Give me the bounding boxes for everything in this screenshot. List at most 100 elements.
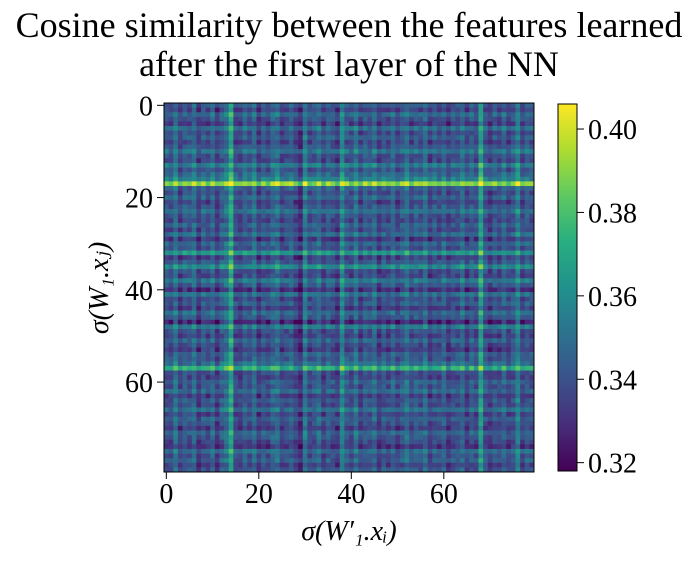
heatmap-cell [487,259,493,265]
heatmap-cell [386,232,391,238]
heatmap-cell [261,204,267,210]
heatmap-cell [395,342,401,348]
heatmap-cell [247,296,253,302]
heatmap-cell [427,222,433,228]
heatmap-cell [386,218,391,224]
heatmap-cell [224,227,230,233]
heatmap-cell [312,107,317,113]
heatmap-cell [168,352,174,358]
heatmap-cell [256,375,262,381]
heatmap-cell [395,144,401,150]
heatmap-cell [279,301,285,307]
heatmap-cell [497,278,502,284]
heatmap-cell [362,292,368,298]
heatmap-cell [506,218,512,224]
heatmap-cell [302,209,308,215]
heatmap-cell [261,232,267,238]
heatmap-cell [529,186,535,191]
heatmap-cell [312,310,317,316]
heatmap-cell [242,190,248,196]
heatmap-cell [497,375,502,381]
heatmap-cell [469,356,475,362]
heatmap-cell [510,232,516,238]
heatmap-cell [288,370,294,376]
heatmap-cell [173,232,179,238]
heatmap-cell [312,319,317,325]
heatmap-cell [284,190,290,196]
heatmap-cell [242,245,248,251]
heatmap-cell [321,195,327,201]
heatmap-cell [302,278,308,284]
heatmap-cell [473,167,479,173]
heatmap-cell [284,222,290,228]
heatmap-cell [307,278,313,284]
heatmap-cell [284,305,290,311]
heatmap-cell [478,222,484,228]
heatmap-cell [228,338,234,344]
heatmap-cell [376,305,382,311]
heatmap-cell [187,269,193,275]
heatmap-cell [251,245,257,251]
heatmap-cell [349,365,354,371]
heatmap-cell [187,139,193,145]
heatmap-cell [205,172,211,178]
heatmap-cell [381,296,387,302]
heatmap-cell [201,273,206,279]
heatmap-cell [423,213,428,219]
heatmap-cell [251,222,257,228]
heatmap-cell [214,342,220,348]
heatmap-cell [196,162,202,168]
heatmap-cell [381,301,387,307]
heatmap-cell [164,218,169,224]
heatmap-cell [497,305,502,311]
heatmap-cell [214,112,220,118]
heatmap-cell [506,112,512,118]
heatmap-cell [358,144,364,150]
heatmap-cell [520,310,526,316]
heatmap-cell [353,139,359,145]
heatmap-cell [330,158,336,164]
heatmap-cell [279,287,285,293]
heatmap-cell [214,199,220,205]
heatmap-cell [510,384,516,390]
heatmap-cell [441,278,447,284]
heatmap-cell [210,195,216,201]
heatmap-cell [349,139,354,145]
heatmap-cell [256,296,262,302]
heatmap-cell [288,190,294,196]
heatmap-cell [238,264,243,270]
heatmap-cell [279,342,285,348]
heatmap-cell [173,181,179,187]
heatmap-cell [492,195,498,201]
heatmap-cell [270,287,276,293]
heatmap-cell [251,135,257,141]
heatmap-cell [478,338,484,344]
heatmap-cell [214,213,220,219]
heatmap-cell [265,218,271,224]
heatmap-cell [399,186,405,191]
heatmap-cell [436,236,442,242]
heatmap-cell [432,158,438,164]
heatmap-cell [288,121,294,127]
heatmap-cell [228,255,234,261]
heatmap-cell [293,259,299,265]
heatmap-cell [386,186,391,191]
heatmap-cell [316,195,322,201]
heatmap-cell [460,126,465,132]
heatmap-cell [256,186,262,191]
heatmap-cell [367,153,373,159]
heatmap-cell [478,305,484,311]
heatmap-cell [210,227,216,233]
heatmap-cell [510,315,516,321]
heatmap-cell [307,342,313,348]
heatmap-cell [302,139,308,145]
heatmap-cell [191,315,197,321]
heatmap-cell [325,130,331,136]
heatmap-cell [196,342,202,348]
heatmap-cell [224,347,230,353]
heatmap-cell [353,126,359,132]
heatmap-cell [242,347,248,353]
heatmap-cell [418,347,424,353]
heatmap-cell [307,199,313,205]
heatmap-cell [515,162,521,168]
